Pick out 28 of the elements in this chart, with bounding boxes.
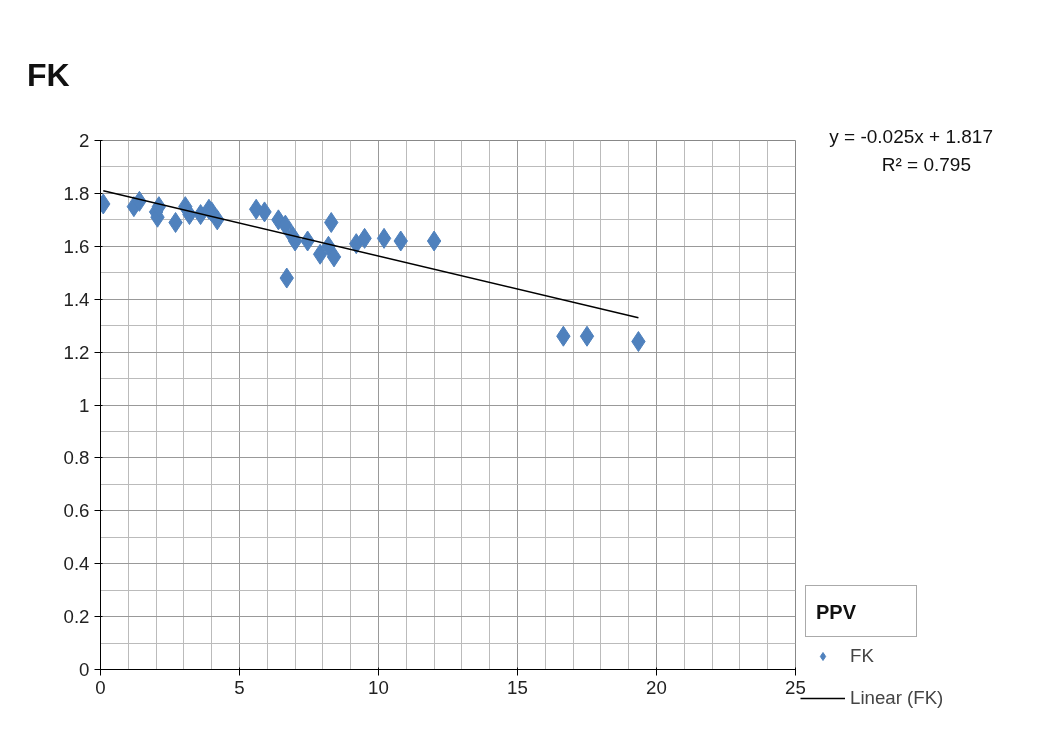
point — [326, 246, 342, 268]
title: FK — [27, 56, 70, 95]
y-tick-label: 0.8 — [63, 447, 90, 469]
xlabel: PPV — [805, 585, 917, 637]
y-tick-label: 1.8 — [63, 182, 90, 204]
annotation: R² = 0.795 — [881, 153, 971, 177]
legend-label: FK — [850, 645, 874, 667]
y-tick-label: 0.4 — [63, 553, 90, 575]
legend-label: Linear (FK) — [850, 687, 944, 709]
point — [312, 243, 328, 265]
y-tick-label: 0.2 — [63, 606, 90, 628]
x-tick-label: 5 — [234, 676, 245, 698]
y-tick-label: 1.4 — [63, 288, 90, 310]
y-tick-label: 1.2 — [63, 341, 90, 363]
x-tick-label: 0 — [95, 676, 106, 698]
y-tick-label: 1 — [79, 394, 90, 416]
annotation: y = -0.025x + 1.817 — [829, 125, 993, 149]
x-tick-label: 25 — [785, 676, 806, 698]
x-tick-label: 20 — [646, 676, 667, 698]
x-tick-label: 15 — [507, 676, 528, 698]
y-tick-label: 0.6 — [63, 500, 90, 522]
x-tick-label: 10 — [368, 676, 389, 698]
y-tick-label: 2 — [79, 130, 90, 151]
point — [376, 227, 392, 249]
point — [426, 230, 442, 252]
y-tick-label: 1.6 — [63, 235, 90, 257]
point — [579, 325, 595, 347]
y-tick-label: 0 — [79, 659, 90, 680]
